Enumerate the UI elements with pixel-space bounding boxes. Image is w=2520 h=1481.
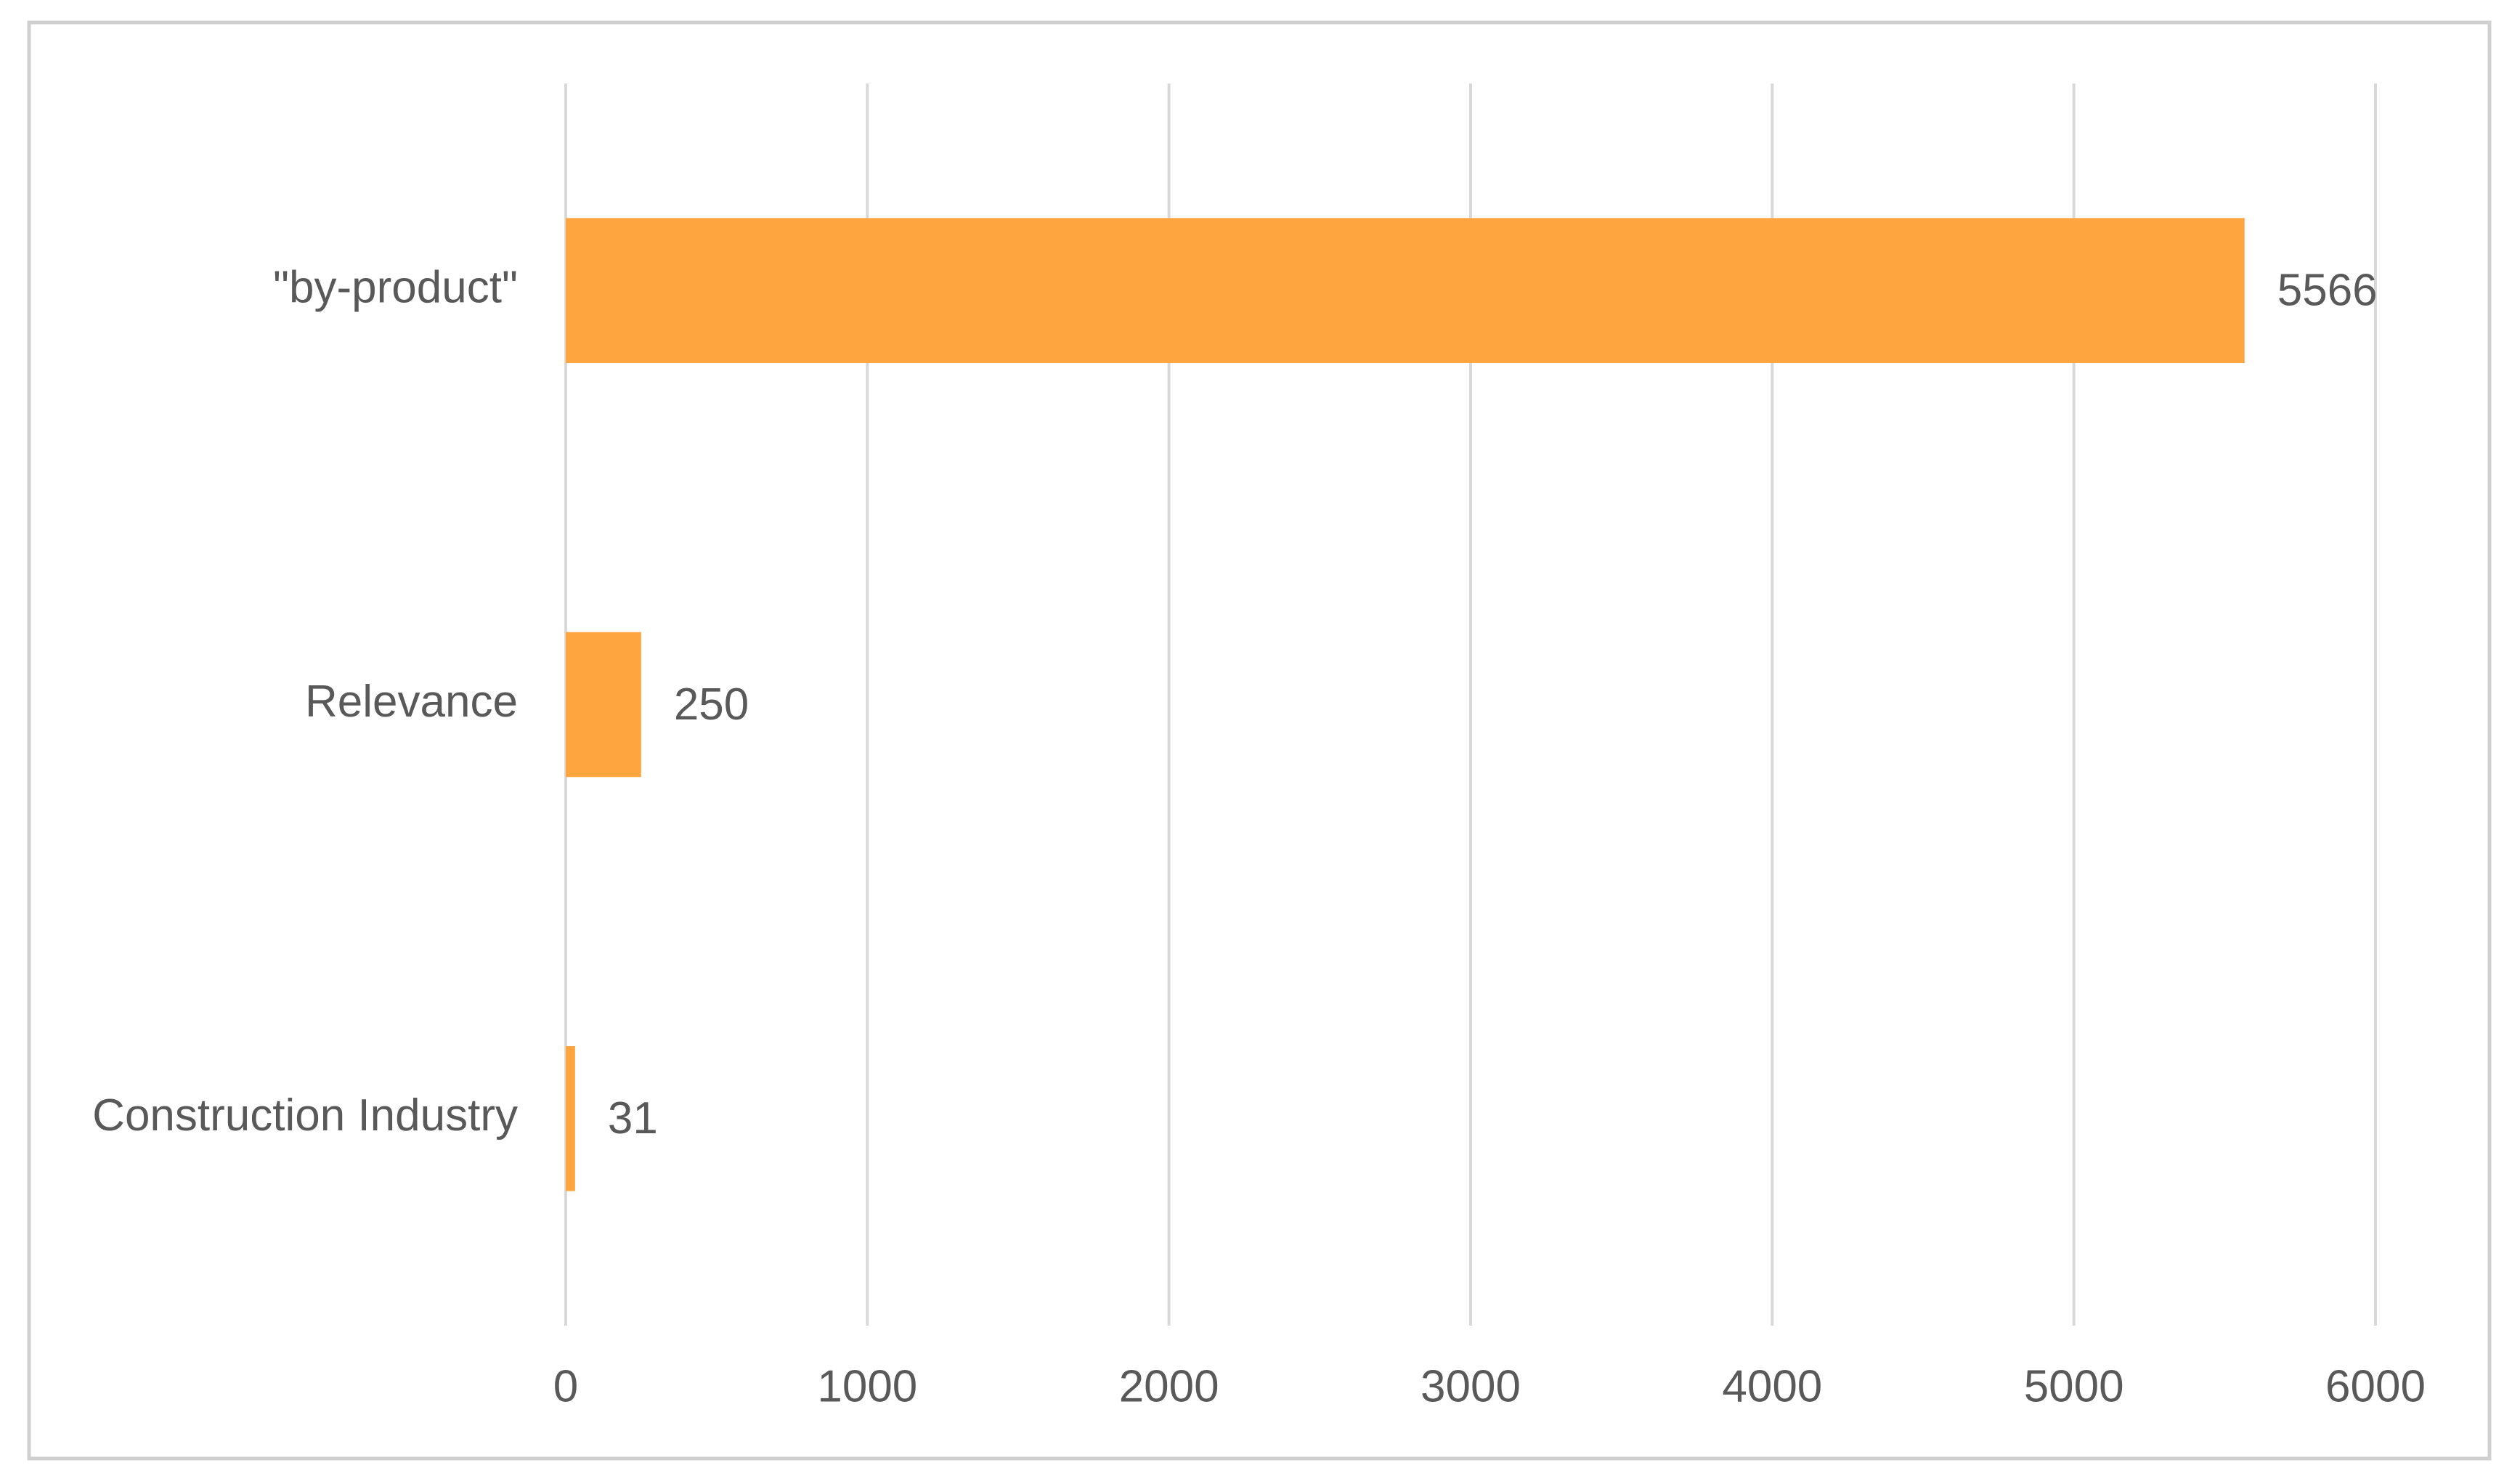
bar [566, 632, 641, 778]
x-tick-label: 3000 [1420, 1361, 1521, 1411]
y-tick-label: Construction Industry [92, 1090, 518, 1141]
x-tick-label: 0 [553, 1361, 578, 1411]
x-tick-label: 5000 [2024, 1361, 2124, 1411]
value-label: 5566 [2277, 266, 2378, 316]
x-tick-label: 6000 [2325, 1361, 2426, 1411]
x-tick-label: 4000 [1722, 1361, 1822, 1411]
bar [566, 1046, 575, 1191]
x-tick-label: 1000 [817, 1361, 917, 1411]
bar [566, 218, 2245, 363]
value-label: 250 [674, 680, 749, 730]
y-tick-label: Relevance [305, 677, 518, 727]
y-tick-label: "by-product" [273, 263, 518, 313]
x-tick-label: 2000 [1119, 1361, 1219, 1411]
value-label: 31 [608, 1093, 658, 1143]
